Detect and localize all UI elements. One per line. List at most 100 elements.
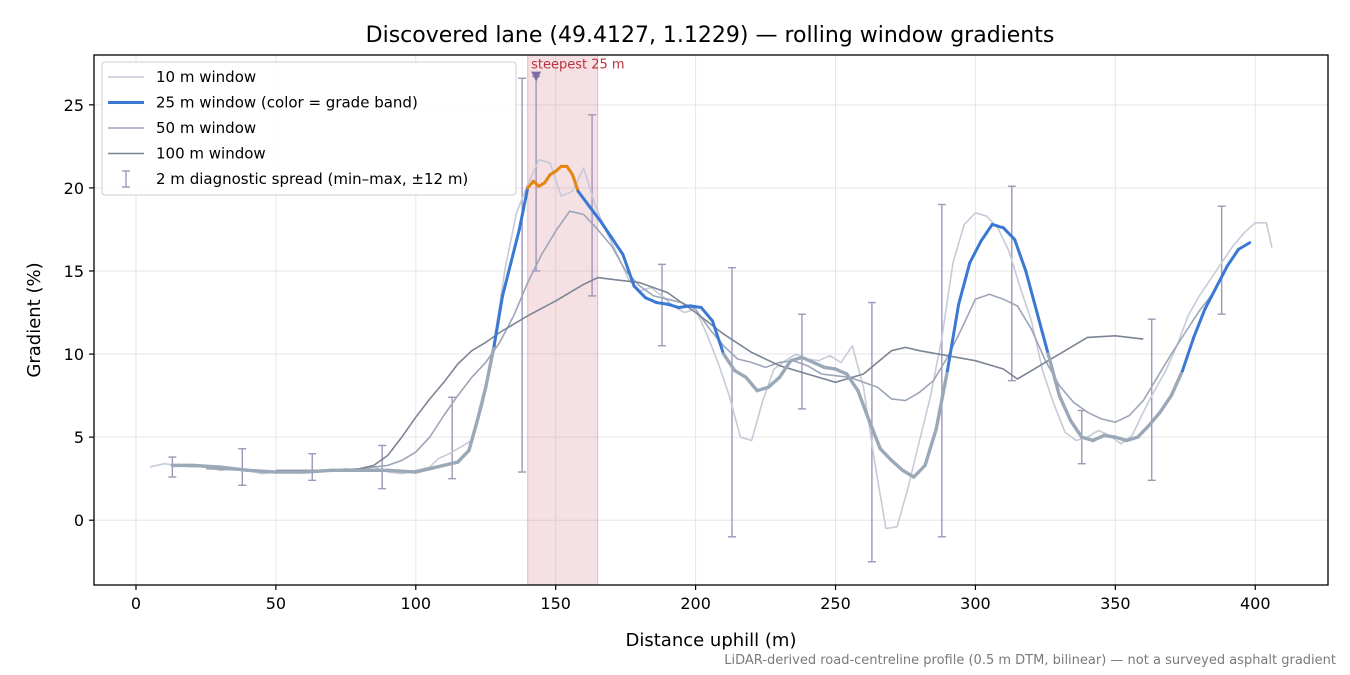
series-segment-25m bbox=[666, 302, 681, 310]
x-tick-label: 150 bbox=[540, 594, 571, 613]
series-segment-25m bbox=[1091, 433, 1106, 443]
y-tick-label: 10 bbox=[64, 345, 84, 364]
series-segment-25m bbox=[190, 463, 222, 469]
steepest-label: steepest 25 m bbox=[531, 58, 624, 73]
steepest-marker-icon bbox=[531, 71, 542, 82]
series-segment-25m bbox=[610, 236, 625, 256]
series-segment-25m bbox=[1057, 393, 1073, 423]
series-lines bbox=[149, 158, 1273, 530]
series-segment-25m bbox=[1102, 433, 1118, 439]
series-segment-25m bbox=[621, 252, 636, 288]
series-segment-25m bbox=[822, 365, 838, 371]
series-segment-25m bbox=[492, 294, 505, 348]
x-tick-label: 350 bbox=[1100, 594, 1131, 613]
series-segment-25m bbox=[587, 204, 602, 223]
series-segment-25m bbox=[428, 463, 446, 471]
series-segment-25m bbox=[442, 460, 460, 468]
chart-title: Discovered lane (49.4127, 1.1229) — roll… bbox=[366, 23, 1055, 48]
series-line-50m bbox=[205, 210, 1217, 473]
series-segment-25m bbox=[1013, 237, 1028, 273]
series-segment-25m bbox=[990, 222, 1005, 230]
series-segment-25m bbox=[833, 367, 849, 376]
y-tick-label: 20 bbox=[64, 179, 84, 198]
series-segment-25m bbox=[766, 375, 782, 389]
series-segment-25m bbox=[509, 227, 521, 265]
y-tick-label: 5 bbox=[74, 428, 84, 447]
series-line-100m bbox=[275, 276, 1144, 472]
series-segment-25m bbox=[501, 261, 513, 298]
x-tick-label: 0 bbox=[131, 594, 141, 613]
series-segment-25m bbox=[414, 466, 432, 474]
steepest-band bbox=[527, 54, 599, 586]
series-segment-25m bbox=[302, 468, 334, 474]
legend-label: 2 m diagnostic spread (min–max, ±12 m) bbox=[156, 170, 468, 188]
y-axis-label: Gradient (%) bbox=[24, 262, 45, 377]
series-segment-25m bbox=[867, 418, 882, 451]
series-segment-25m bbox=[456, 448, 471, 464]
x-tick-label: 400 bbox=[1240, 594, 1271, 613]
series-segment-25m bbox=[744, 375, 759, 393]
series-segment-25m bbox=[570, 173, 580, 193]
series-segment-25m bbox=[755, 385, 771, 393]
series-segment-25m bbox=[979, 222, 994, 243]
series-segment-25m bbox=[643, 296, 658, 305]
series-segment-25m bbox=[699, 306, 714, 323]
legend-label: 100 m window bbox=[156, 145, 266, 163]
y-tick-label: 15 bbox=[64, 262, 84, 281]
legend-box bbox=[101, 61, 517, 196]
series-segment-25m bbox=[900, 468, 916, 479]
series-segment-25m bbox=[1158, 393, 1174, 414]
y-axis-ticks: 0 5 10 15 20 25 bbox=[64, 96, 94, 530]
series-segment-25m bbox=[1046, 352, 1062, 398]
series-segment-25m bbox=[1192, 307, 1207, 339]
series-segment-25m bbox=[598, 219, 614, 240]
series-segment-25m bbox=[654, 301, 670, 306]
series-segment-25m bbox=[1113, 435, 1129, 443]
series-segment-25m bbox=[517, 186, 530, 231]
series-segment-25m bbox=[565, 164, 574, 177]
series-segment-25m bbox=[543, 173, 552, 185]
series-segment-25m bbox=[968, 239, 983, 265]
series-segment-25m bbox=[845, 372, 860, 393]
series-segment-25m bbox=[912, 463, 927, 479]
series-segment-25m bbox=[1147, 410, 1162, 428]
series-segment-25m bbox=[957, 261, 972, 306]
legend-label: 25 m window (color = grade band) bbox=[156, 94, 418, 112]
series-segment-25m bbox=[1180, 335, 1196, 373]
x-tick-label: 250 bbox=[820, 594, 851, 613]
x-tick-label: 100 bbox=[401, 594, 432, 613]
series-segment-25m bbox=[789, 355, 804, 363]
series-segment-25m bbox=[484, 344, 496, 389]
y-tick-label: 25 bbox=[64, 96, 84, 115]
series-segment-25m bbox=[218, 465, 250, 473]
series-segment-25m bbox=[1024, 269, 1039, 315]
steepest-annotation: steepest 25 m bbox=[531, 58, 625, 82]
series-segment-25m bbox=[1035, 311, 1050, 356]
series-segment-25m bbox=[1203, 286, 1218, 311]
series-segment-25m bbox=[878, 447, 894, 463]
series-segment-25m bbox=[1068, 418, 1084, 439]
series-segment-25m bbox=[923, 427, 938, 468]
series-segment-25m bbox=[856, 388, 871, 423]
series-segment-25m bbox=[945, 302, 961, 373]
series-segment-25m bbox=[246, 468, 278, 474]
series-segment-25m bbox=[811, 360, 827, 370]
legend: 10 m window 25 m window (color = grade ba… bbox=[101, 61, 517, 196]
series-segment-25m bbox=[1169, 368, 1185, 398]
series-segment-25m bbox=[1001, 226, 1017, 241]
plot-frame bbox=[93, 54, 1329, 586]
series-segment-25m bbox=[677, 304, 692, 310]
series-segment-25m bbox=[1124, 435, 1140, 443]
series-segment-25m bbox=[733, 368, 748, 380]
steepest-band-rect bbox=[527, 54, 599, 586]
series-segment-25m bbox=[1225, 247, 1240, 268]
series-segment-25m bbox=[576, 189, 591, 208]
legend-label: 50 m window bbox=[156, 119, 256, 137]
series-segment-25m bbox=[710, 319, 726, 356]
x-axis-ticks: 0 50 100 150 200 250 300 350 400 bbox=[131, 585, 1271, 613]
series-segment-25m bbox=[1080, 435, 1095, 443]
series-segment-25m bbox=[632, 284, 647, 300]
x-tick-label: 300 bbox=[960, 594, 991, 613]
series-segment-25m bbox=[467, 418, 480, 453]
series-segment-25m bbox=[934, 368, 950, 431]
